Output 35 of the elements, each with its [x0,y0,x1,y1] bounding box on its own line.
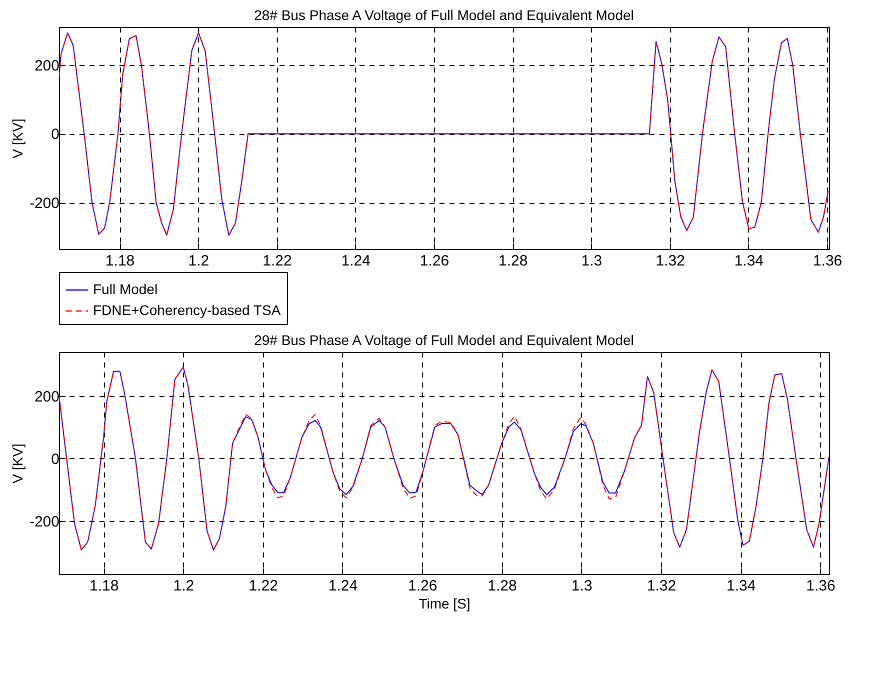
y-tick-label: -200 [29,513,60,530]
x-tick-label: 1.28 [488,578,517,594]
y-axis-title: V [KV] [9,118,26,158]
x-tick-label: 1.26 [408,578,438,594]
x-tick-label: 1.36 [806,578,836,594]
x-tick-label: 1.24 [341,252,370,270]
x-tick-label: 1.28 [498,252,528,270]
x-tick-label: 1.36 [812,252,842,270]
x-tick-label: 1.2 [173,578,194,594]
x-tick-label: 1.22 [262,252,292,270]
x-tick-label: 1.3 [571,578,592,594]
legend-label: Full Model [93,281,158,297]
chart-title: 28# Bus Phase A Voltage of Full Model and Equivalent Model [254,7,634,23]
y-tick-label: -200 [29,195,60,212]
x-tick-label: 1.26 [420,252,450,270]
y-tick-label: 0 [51,450,60,468]
x-axis-title: Time [S] [418,596,470,612]
y-tick-label: 200 [34,388,60,406]
line-series [59,32,829,236]
y-tick-label: 0 [51,126,60,144]
x-tick-label: 1.18 [105,252,135,270]
chart-title: 29# Bus Phase A Voltage of Full Model and Equivalent Model [254,332,634,348]
legend-label: FDNE+Coherency-based TSA [93,302,282,318]
x-tick-label: 1.3 [581,252,602,270]
x-tick-label: 1.24 [328,578,358,594]
y-axis-title: V [KV] [9,444,26,484]
x-tick-label: 1.34 [726,578,756,594]
x-tick-label: 1.32 [646,578,676,594]
y-tick-label: 200 [34,57,60,74]
x-tick-label: 1.18 [89,578,119,594]
x-tick-label: 1.22 [248,578,278,594]
x-tick-label: 1.2 [188,252,210,270]
line-series [59,366,829,550]
x-tick-label: 1.32 [656,252,685,270]
x-tick-label: 1.34 [734,252,764,270]
